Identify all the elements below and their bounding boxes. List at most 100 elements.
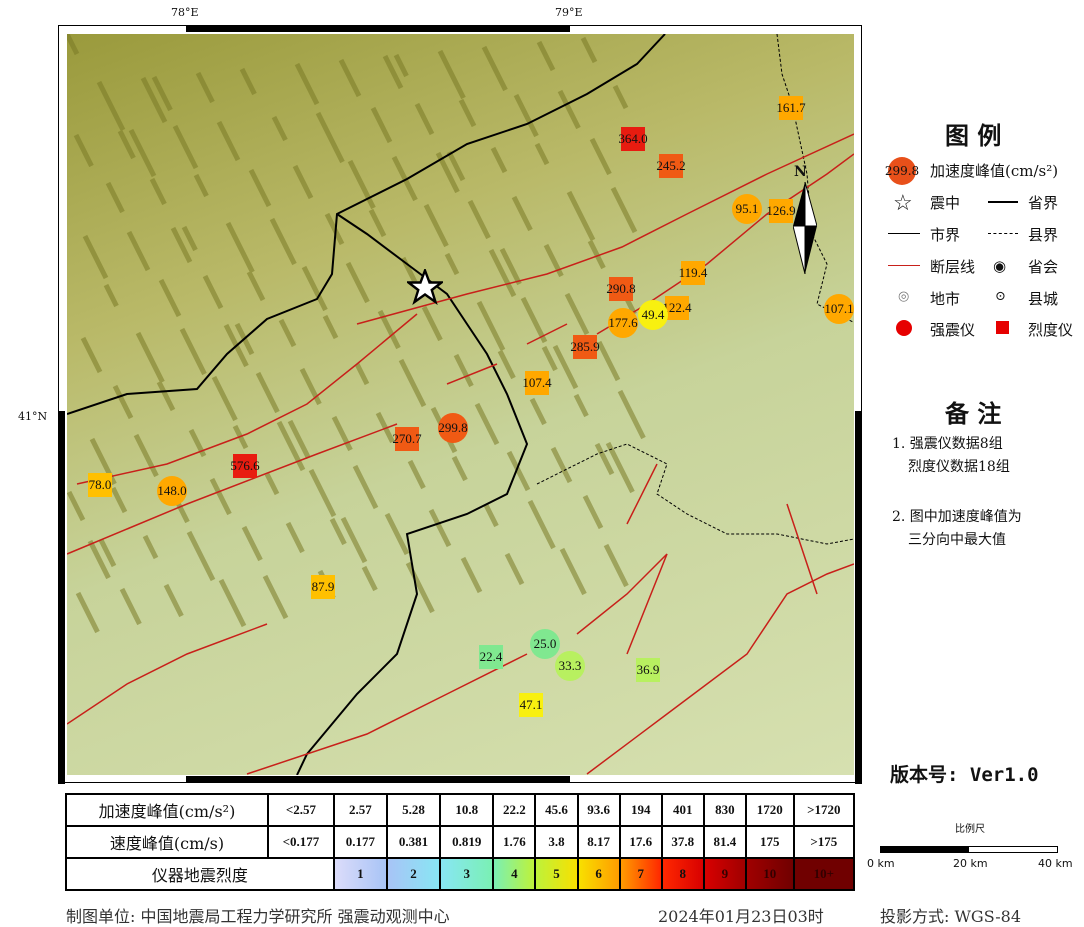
intensity-meter-station: 47.1 (519, 693, 543, 717)
relief-ridge (271, 115, 288, 142)
intensity-table: 加速度峰值(cm/s²) <2.57 2.57 5.28 10.8 22.2 45.6 93.… (65, 793, 856, 891)
pgv-header: 速度峰值(cm/s) (65, 825, 269, 859)
strong-motion-station: 33.3 (555, 651, 585, 681)
pga-cell: >1720 (792, 793, 856, 827)
relief-ridge (421, 305, 443, 342)
relief-ridge (407, 459, 426, 490)
legend-county-town: 县城 (1028, 290, 1059, 308)
relief-ridge (345, 261, 370, 304)
pgv-cell: 0.177 (332, 825, 388, 859)
intensity-cell: 8 (660, 857, 705, 891)
relief-ridge (315, 111, 345, 164)
note: 三分向中最大值 (908, 532, 1006, 548)
relief-ridge (338, 58, 362, 98)
relief-ridge (617, 389, 646, 440)
strong-motion-station: 107.1 (824, 294, 854, 324)
scale-label: 0 km (867, 857, 895, 870)
intensity-meter-station: 285.9 (570, 335, 600, 359)
legend-intensity-meter: 烈度仪 (1028, 321, 1074, 339)
intensity-header: 仪器地震烈度 (65, 857, 335, 891)
frame-tick-bar (186, 25, 570, 32)
relief-ridge (241, 525, 263, 562)
relief-ridge (511, 195, 533, 232)
relief-ridge (75, 591, 100, 634)
legend-epicenter: 震中 (930, 194, 961, 212)
legend-pga-label: 加速度峰值(cm/s²) (930, 162, 1059, 180)
relief-ridge (513, 93, 539, 138)
intensity-cell: 1 (332, 857, 388, 891)
relief-ridge (264, 472, 280, 496)
relief-ridge (476, 300, 506, 352)
relief-ridge (67, 490, 86, 522)
relief-ridge (550, 446, 573, 484)
strong-motion-station: 299.8 (438, 413, 468, 443)
relief-ridge (308, 468, 337, 518)
strong-motion-station: 49.4 (638, 300, 668, 330)
intensity-cell: 2 (385, 857, 442, 891)
relief-ridge (587, 239, 606, 270)
intensity-cell: 7 (618, 857, 663, 891)
pgv-cell: <0.177 (267, 825, 335, 859)
pga-cell: 1720 (744, 793, 795, 827)
relief-ridge (541, 345, 558, 372)
relief-ridge (405, 561, 435, 614)
relief-ridge (582, 494, 604, 530)
version-label: 版本号: Ver1.0 (890, 764, 1039, 786)
relief-ridge (156, 380, 176, 412)
relief-ridge (520, 296, 548, 344)
relief-ridge (596, 340, 621, 382)
lat-label: 41°N (18, 410, 48, 423)
epicenter-star-icon (404, 267, 446, 309)
intensity-cell: 3 (439, 857, 495, 891)
relief-ridge (80, 336, 103, 374)
scale-bar (880, 846, 1058, 853)
legend-capital: 省会 (1028, 258, 1059, 276)
relief-ridge (460, 556, 483, 594)
intensity-cell: 10 (744, 857, 795, 891)
relief-ridge (292, 164, 314, 200)
relief-ridge (340, 516, 368, 564)
intensity-cell: 4 (492, 857, 537, 891)
lon-label: 79°E (555, 6, 583, 19)
strong-motion-station: 177.6 (608, 308, 638, 338)
relief-ridge (458, 98, 477, 128)
relief-ridge (269, 217, 297, 266)
relief-ridge (151, 75, 173, 112)
legend-province: 省界 (1028, 194, 1059, 212)
relief-ridge (73, 133, 94, 168)
terrain-relief: 364.0 245.2 161.7 95.1 126.9 119.4 290.8 122.4 4… (67, 34, 854, 775)
pga-cell: 10.8 (439, 793, 495, 827)
relief-ridge (612, 84, 629, 110)
relief-ridge (329, 517, 347, 546)
relief-ridge (126, 230, 151, 272)
relief-ridge (202, 274, 224, 310)
relief-ridge (301, 265, 328, 312)
relief-ridge (119, 587, 142, 626)
legend-city-line (888, 233, 920, 234)
legend-star-icon: ☆ (893, 191, 913, 216)
frame-tick-bar (855, 411, 862, 784)
pgv-cell: 17.6 (618, 825, 663, 859)
relief-ridge (398, 358, 427, 408)
relief-ridge (444, 252, 460, 276)
pgv-cell: 3.8 (534, 825, 579, 859)
frame-tick-bar (58, 411, 65, 784)
intensity-meter-station: 119.4 (679, 261, 707, 285)
relief-ridge (497, 349, 516, 380)
relief-ridge (527, 499, 556, 550)
lon-label: 78°E (171, 6, 199, 19)
intensity-cell: 10+ (792, 857, 856, 891)
relief-ridge (361, 565, 378, 592)
relief-ridge (393, 53, 409, 78)
relief-ridge (324, 212, 345, 246)
intensity-meter-station: 576.6 (230, 454, 260, 478)
relief-ridge (603, 543, 629, 588)
relief-ridge (529, 397, 547, 426)
intensity-meter-station: 161.7 (776, 96, 806, 120)
relief-ridge (428, 508, 452, 548)
relief-ridge (566, 190, 596, 242)
pgv-cell: 8.17 (576, 825, 621, 859)
relief-ridge (488, 248, 517, 298)
relief-ridge (262, 574, 289, 620)
relief-ridge (82, 234, 109, 280)
